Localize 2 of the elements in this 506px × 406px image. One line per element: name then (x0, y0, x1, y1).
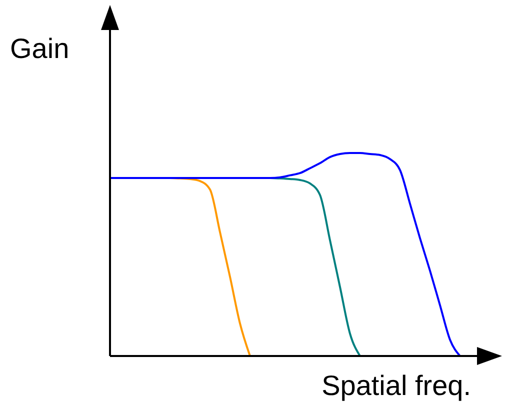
y-axis-title: Gain (10, 33, 70, 64)
x-axis-title: Spatial freq. (322, 370, 471, 401)
